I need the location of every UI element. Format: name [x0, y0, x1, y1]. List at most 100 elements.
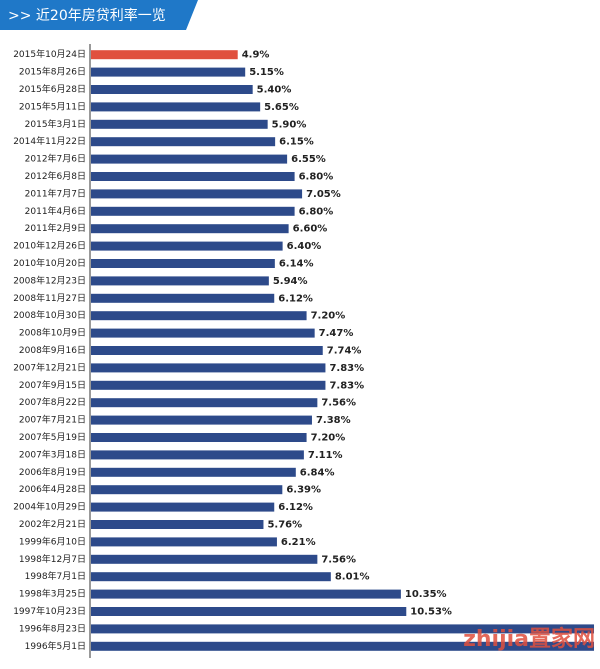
y-tick-label: 2008年11月27日 — [13, 292, 86, 304]
value-label: 7.56% — [321, 554, 356, 565]
y-tick-label: 2008年9月16日 — [19, 344, 86, 356]
y-tick-label: 1999年6月10日 — [19, 535, 86, 547]
bar — [91, 119, 268, 129]
y-tick-label: 2008年10月9日 — [19, 327, 86, 339]
bar — [91, 311, 307, 321]
bar — [91, 485, 283, 495]
y-tick-label: 2007年7月21日 — [19, 414, 86, 426]
bar — [91, 67, 246, 77]
bar — [91, 624, 595, 634]
value-label: 10.53% — [410, 607, 452, 618]
y-tick-label: 2011年7月7日 — [25, 187, 86, 199]
bar — [91, 102, 261, 112]
y-tick-label: 1997年10月23日 — [13, 605, 86, 617]
bar — [91, 433, 307, 442]
value-label: 6.84% — [300, 467, 335, 478]
bar — [91, 328, 315, 338]
y-tick-label: 2008年10月30日 — [13, 309, 86, 321]
value-label: 7.47% — [319, 328, 354, 339]
y-tick-label: 2004年10月29日 — [13, 501, 86, 513]
y-tick-label: 2007年3月18日 — [19, 448, 86, 460]
bar — [91, 502, 275, 512]
bar — [91, 572, 331, 582]
y-tick-label: 2007年8月22日 — [19, 396, 86, 408]
bar — [91, 293, 275, 303]
y-tick-label: 2010年10月20日 — [13, 257, 86, 269]
y-tick-label: 2008年12月23日 — [13, 274, 86, 286]
value-label: 7.20% — [311, 311, 346, 322]
value-label: 6.21% — [281, 537, 316, 548]
value-label: 7.05% — [306, 189, 341, 200]
value-label: 6.14% — [279, 259, 314, 270]
y-tick-label: 2010年12月26日 — [13, 240, 86, 252]
value-label: 6.80% — [299, 172, 334, 183]
value-label: 8.01% — [335, 572, 370, 583]
bar — [91, 224, 289, 234]
value-label: 5.15% — [249, 67, 284, 78]
value-label: 6.80% — [299, 206, 334, 217]
value-label: 7.74% — [327, 346, 362, 357]
title-banner — [0, 0, 198, 30]
y-tick-label: 1998年7月1日 — [25, 570, 86, 582]
bar — [91, 137, 276, 147]
y-tick-label: 2006年8月19日 — [19, 466, 86, 478]
bar — [91, 554, 318, 564]
value-label: 5.76% — [267, 520, 302, 531]
bar — [91, 346, 323, 355]
y-tick-label: 1996年8月23日 — [19, 622, 86, 634]
y-tick-label: 2015年10月24日 — [13, 48, 86, 60]
value-label: 6.55% — [291, 154, 326, 165]
bar — [91, 85, 253, 94]
bar — [91, 537, 277, 547]
y-tick-label: 2015年3月1日 — [25, 118, 86, 130]
bar — [91, 276, 269, 286]
bar — [91, 241, 283, 251]
y-tick-label: 2011年2月9日 — [25, 222, 86, 234]
y-tick-label: 2007年12月21日 — [13, 361, 86, 373]
value-label: 10.35% — [405, 589, 447, 600]
value-label: 6.12% — [278, 502, 313, 513]
y-tick-label: 2014年11月22日 — [13, 135, 86, 147]
y-tick-label: 2007年5月19日 — [19, 431, 86, 443]
y-tick-label: 2006年4月28日 — [19, 483, 86, 495]
bar — [91, 259, 275, 268]
bar — [91, 189, 303, 199]
value-label: 6.60% — [293, 224, 328, 235]
bar — [91, 589, 401, 599]
bar — [91, 206, 295, 216]
value-label: 4.9% — [242, 50, 270, 61]
y-tick-label: 2007年9月15日 — [19, 379, 86, 391]
bar — [91, 398, 318, 408]
value-label: 7.83% — [329, 363, 364, 374]
value-label: 6.15% — [279, 137, 314, 148]
bar — [91, 154, 288, 164]
watermark: zhijia置家网 — [463, 626, 595, 652]
bar — [91, 450, 304, 460]
y-tick-label: 2012年6月8日 — [25, 170, 86, 182]
value-label: 5.40% — [257, 85, 292, 96]
y-tick-label: 2011年4月6日 — [25, 205, 86, 217]
y-tick-label: 2015年6月28日 — [19, 83, 86, 95]
bar — [91, 50, 238, 60]
value-label: 7.20% — [311, 433, 346, 444]
y-tick-label: 1996年5月1日 — [25, 640, 86, 652]
bar — [91, 641, 595, 651]
bar — [91, 467, 296, 477]
bar — [91, 380, 326, 390]
bar — [91, 607, 407, 616]
bar — [91, 520, 264, 529]
y-tick-label: 2015年5月11日 — [19, 100, 86, 112]
value-label: 6.39% — [286, 485, 321, 496]
value-label: 7.83% — [329, 380, 364, 391]
y-tick-label: 1998年12月7日 — [19, 553, 86, 565]
value-label: 7.38% — [316, 415, 351, 426]
value-label: 7.11% — [308, 450, 343, 461]
value-label: 6.12% — [278, 293, 313, 304]
value-label: 5.90% — [272, 119, 307, 130]
bar — [91, 363, 326, 373]
y-tick-label: 1998年3月25日 — [19, 588, 86, 600]
y-tick-label: 2012年7月6日 — [25, 153, 86, 165]
value-label: 6.40% — [287, 241, 322, 252]
y-tick-label: 2015年8月26日 — [19, 66, 86, 78]
value-label: 5.94% — [273, 276, 308, 287]
